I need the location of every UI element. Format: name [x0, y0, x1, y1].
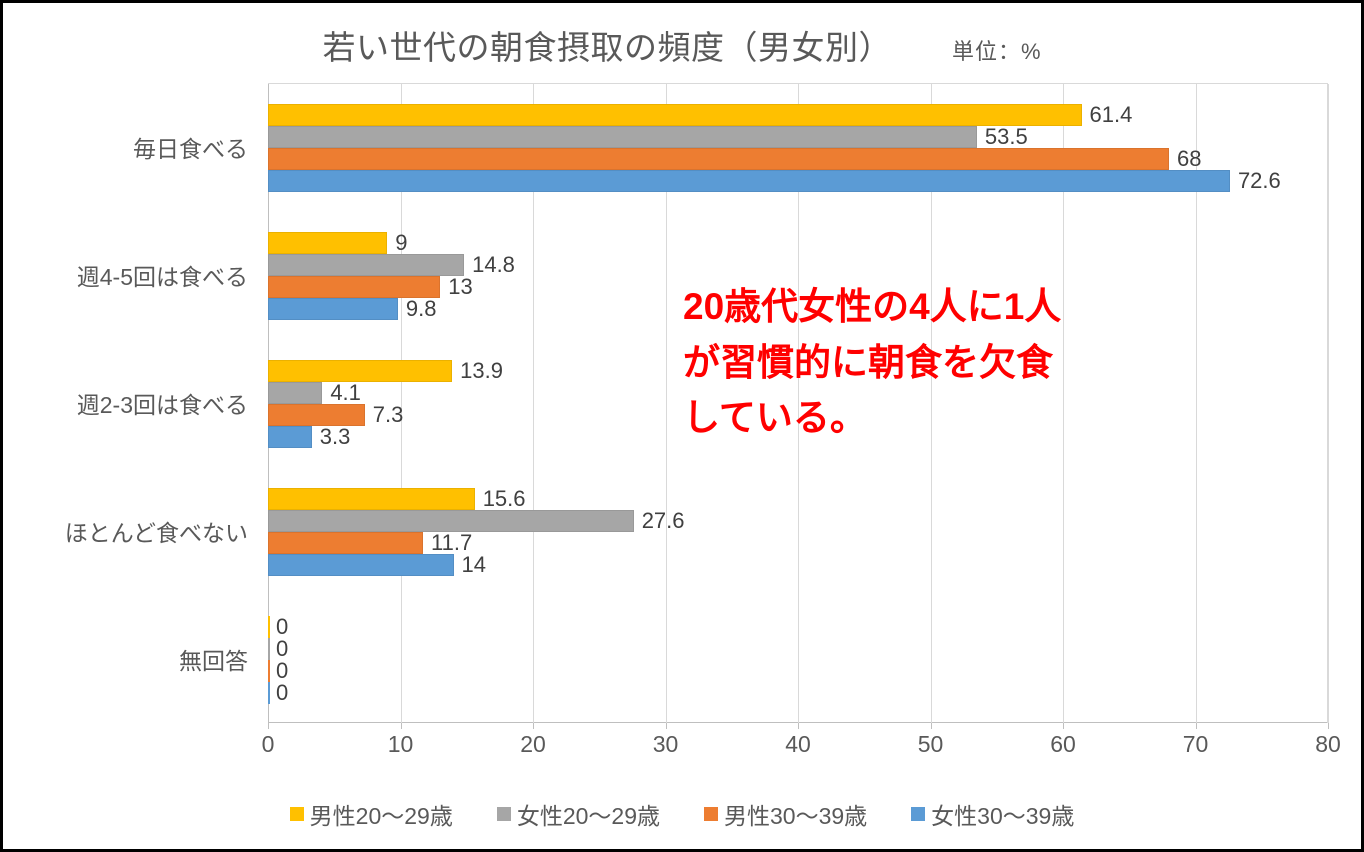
unit-label: 単位：% [952, 34, 1042, 66]
bar [268, 104, 1082, 126]
bar [268, 148, 1169, 170]
legend-swatch [704, 807, 718, 821]
y-axis-category-label: 毎日食べる [133, 130, 248, 164]
bar-data-label: 15.6 [483, 486, 526, 512]
bar-data-label: 14 [462, 552, 486, 578]
bar [268, 682, 270, 704]
x-axis-tick-label: 70 [1183, 731, 1209, 758]
gridline [1328, 84, 1329, 723]
annotation-line: している。 [683, 390, 1061, 446]
bar [268, 170, 1230, 192]
bar-data-label: 61.4 [1090, 102, 1133, 128]
legend: 男性20～29歳 女性20～29歳 男性30～39歳 女性30～39歳 [3, 797, 1361, 831]
bar-data-label: 53.5 [985, 124, 1028, 150]
y-axis-category-label: 無回答 [179, 642, 248, 676]
bar [268, 510, 634, 532]
bar [268, 554, 454, 576]
legend-item: 男性20～29歳 [290, 797, 453, 831]
x-axis-tick-label: 50 [918, 731, 944, 758]
chart-container: 若い世代の朝食摂取の頻度（男女別） 単位：% 毎日食べる週4-5回は食べる週2-… [0, 0, 1364, 852]
bar [268, 638, 270, 660]
legend-item: 男性30～39歳 [704, 797, 867, 831]
title-row: 若い世代の朝食摂取の頻度（男女別） 単位：% [3, 3, 1361, 73]
bar-data-label: 14.8 [472, 252, 515, 278]
x-axis-tick-label: 20 [520, 731, 546, 758]
legend-label: 男性30～39歳 [724, 797, 867, 831]
x-axis-tick-label: 0 [262, 731, 275, 758]
y-axis-category-label: 週2-3回は食べる [77, 386, 248, 420]
x-axis-labels: 01020304050607080 [268, 727, 1328, 757]
y-axis-labels: 毎日食べる週4-5回は食べる週2-3回は食べるほとんど食べない無回答 [3, 83, 258, 723]
legend-item: 女性20～29歳 [497, 797, 660, 831]
bar-data-label: 27.6 [642, 508, 685, 534]
bar-data-label: 13.9 [460, 358, 503, 384]
bar [268, 532, 423, 554]
bar [268, 126, 977, 148]
bar-data-label: 9 [395, 230, 407, 256]
legend-swatch [290, 807, 304, 821]
bar [268, 232, 387, 254]
legend-label: 男性20～29歳 [310, 797, 453, 831]
legend-item: 女性30～39歳 [911, 797, 1074, 831]
bar [268, 660, 270, 682]
bar [268, 382, 322, 404]
bar [268, 360, 452, 382]
x-axis-tick-label: 80 [1315, 731, 1341, 758]
x-axis-tick-label: 30 [653, 731, 679, 758]
bar [268, 298, 398, 320]
legend-swatch [497, 807, 511, 821]
x-axis-tick-label: 40 [785, 731, 811, 758]
bar [268, 404, 365, 426]
x-axis-tick-label: 60 [1050, 731, 1076, 758]
legend-label: 女性20～29歳 [517, 797, 660, 831]
bar [268, 426, 312, 448]
legend-label: 女性30～39歳 [931, 797, 1074, 831]
y-axis-category-label: 週4-5回は食べる [77, 258, 248, 292]
chart-title: 若い世代の朝食摂取の頻度（男女別） [322, 21, 892, 69]
bar-data-label: 9.8 [406, 296, 437, 322]
annotation-text: 20歳代女性の4人に1人が習慣的に朝食を欠食している。 [683, 279, 1061, 446]
x-axis-tick-label: 10 [388, 731, 414, 758]
bar-data-label: 13 [448, 274, 472, 300]
x-tick [1328, 723, 1329, 729]
bar-data-label: 4.1 [330, 380, 361, 406]
bar [268, 276, 440, 298]
legend-swatch [911, 807, 925, 821]
bar-data-label: 72.6 [1238, 168, 1281, 194]
bar-data-label: 68 [1177, 146, 1201, 172]
bar-data-label: 0 [276, 680, 288, 706]
bar [268, 254, 464, 276]
y-axis-category-label: ほとんど食べない [65, 514, 248, 548]
annotation-line: が習慣的に朝食を欠食 [683, 335, 1061, 391]
bar [268, 616, 270, 638]
bar-data-label: 3.3 [320, 424, 351, 450]
bar [268, 488, 475, 510]
annotation-line: 20歳代女性の4人に1人 [683, 279, 1061, 335]
bar-data-label: 7.3 [373, 402, 404, 428]
